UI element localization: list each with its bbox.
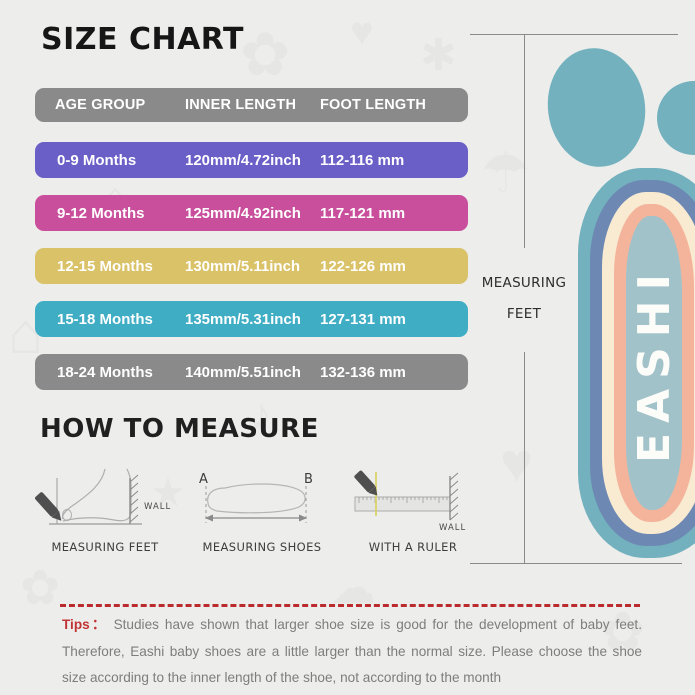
dimension-line-bottom <box>470 563 682 564</box>
cell-inner: 125mm/4.92inch <box>185 204 301 222</box>
cell-age: 12-15 Months <box>57 257 153 275</box>
dimension-line-vertical-lower <box>524 352 525 563</box>
point-b-label: B <box>304 472 313 487</box>
wall-hatch <box>129 474 139 523</box>
ruler-illustration: WALL <box>354 470 466 533</box>
page-title: SIZE CHART <box>41 22 245 57</box>
wall-label: WALL <box>439 523 466 533</box>
table-row: 15-18 Months 135mm/5.31inch 127-131 mm <box>35 301 468 337</box>
measuring-shoes-illustration: A B <box>199 472 313 523</box>
cell-foot: 112-116 mm <box>320 151 405 169</box>
cell-foot: 127-131 mm <box>320 310 406 328</box>
wall-hatch <box>449 472 459 521</box>
tips-paragraph: Tips： Studies have shown that larger sho… <box>62 612 642 692</box>
brand-logo-text: EASHI <box>628 263 680 463</box>
tips-label: Tips： <box>62 617 108 632</box>
point-a-label: A <box>199 472 208 487</box>
diagram-caption: MEASURING SHOES <box>202 540 322 554</box>
tips-divider <box>60 604 640 607</box>
table-row: 9-12 Months 125mm/4.92inch 117-121 mm <box>35 195 468 231</box>
cell-inner: 130mm/5.11inch <box>185 257 301 275</box>
how-to-measure-title: HOW TO MEASURE <box>40 414 319 444</box>
cell-age: 0-9 Months <box>57 151 137 169</box>
diagram-measuring-feet: WALL MEASURING FEET <box>35 466 175 558</box>
measuring-feet-illustration: WALL <box>35 468 171 525</box>
foot-second-toe <box>657 81 695 155</box>
dimension-line-top <box>470 34 678 35</box>
measuring-feet-note: MEASURING FEET <box>463 268 585 330</box>
cell-foot: 132-136 mm <box>320 363 406 381</box>
table-row: 0-9 Months 120mm/4.72inch 112-116 mm <box>35 142 468 178</box>
table-row: 18-24 Months 140mm/5.51inch 132-136 mm <box>35 354 468 390</box>
cell-age: 9-12 Months <box>57 204 145 222</box>
foot-center: EASHI <box>626 216 682 510</box>
table-header-row: AGE GROUP INNER LENGTH FOOT LENGTH <box>35 88 468 122</box>
table-row: 12-15 Months 130mm/5.11inch 122-126 mm <box>35 248 468 284</box>
cell-inner: 120mm/4.72inch <box>185 151 301 169</box>
cell-age: 18-24 Months <box>57 363 153 381</box>
foot-illustration: EASHI <box>578 168 695 558</box>
size-table: AGE GROUP INNER LENGTH FOOT LENGTH 0-9 M… <box>35 88 468 407</box>
tips-text: Studies have shown that larger shoe size… <box>62 617 642 685</box>
header-age-group: AGE GROUP <box>55 97 146 113</box>
diagram-caption: MEASURING FEET <box>51 540 159 554</box>
cell-age: 15-18 Months <box>57 310 153 328</box>
header-foot-length: FOOT LENGTH <box>320 97 427 113</box>
diagram-caption: WITH A RULER <box>368 540 458 554</box>
cell-foot: 122-126 mm <box>320 257 406 275</box>
foot-big-toe <box>540 41 653 174</box>
measuring-feet-note-line1: MEASURING <box>481 275 567 291</box>
wall-label: WALL <box>144 502 171 512</box>
measuring-feet-note-line2: FEET <box>506 306 542 322</box>
diagram-with-a-ruler: WALL WITH A RULER <box>343 466 483 558</box>
cell-inner: 135mm/5.31inch <box>185 310 301 328</box>
diagram-measuring-shoes: A B MEASURING SHOES <box>192 466 332 558</box>
header-inner-length: INNER LENGTH <box>185 97 297 113</box>
cell-foot: 117-121 mm <box>320 204 406 222</box>
cell-inner: 140mm/5.51inch <box>185 363 301 381</box>
ruler <box>354 496 451 512</box>
shoe-sole-outline <box>207 483 306 514</box>
pencil-icon <box>354 470 378 496</box>
dimension-line-vertical-upper <box>524 34 525 248</box>
pencil-icon <box>35 492 62 521</box>
ruler-ticks <box>358 497 448 503</box>
